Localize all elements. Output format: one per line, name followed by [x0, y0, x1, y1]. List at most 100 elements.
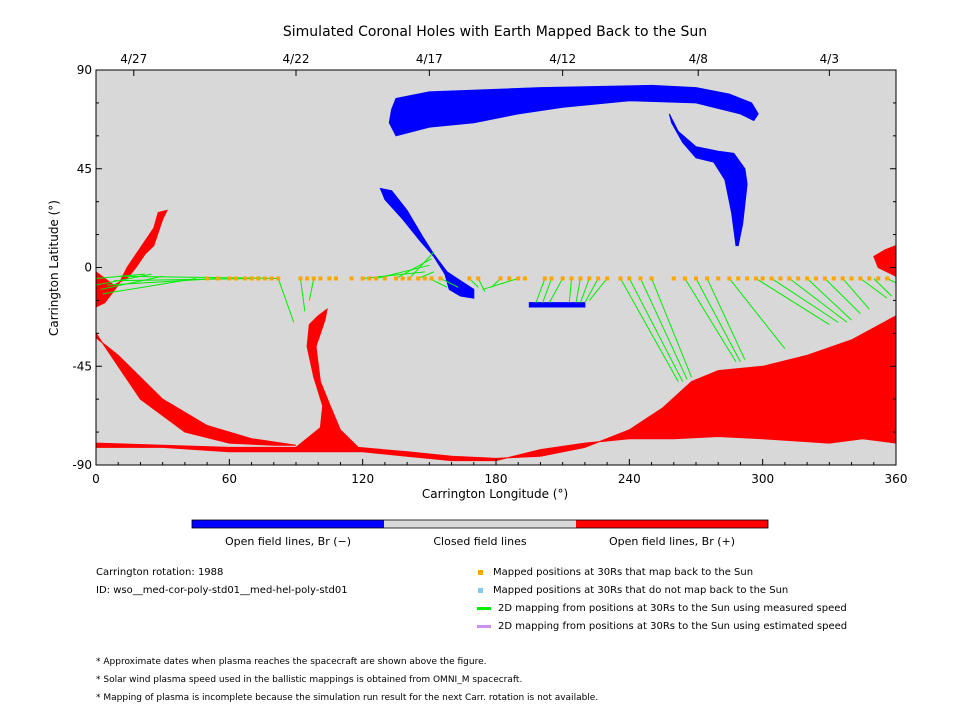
legend-label: 2D mapping from positions at 30Rs to the… [498, 603, 847, 614]
mapped-point-orange [407, 276, 412, 281]
legend-item: Mapped positions at 30Rs that map back t… [477, 567, 753, 578]
mapped-point-orange [305, 276, 310, 281]
mapping-line-measured [684, 278, 737, 363]
mapped-point-orange [318, 276, 323, 281]
top-date-label: 4/8 [689, 52, 708, 66]
mapping-line-measured [575, 278, 581, 303]
x-axis-label: Carrington Longitude (°) [422, 487, 568, 501]
mapping-line-measured [542, 278, 553, 303]
legend-swatch [478, 588, 483, 593]
top-date-label: 4/17 [416, 52, 443, 66]
mapping-line-measured [482, 277, 519, 290]
mapped-point-orange [242, 276, 247, 281]
mapped-point-orange [671, 276, 676, 281]
mapped-point-orange [269, 276, 274, 281]
mapping-line-measured [100, 275, 163, 290]
coronal-hole-region-0-0 [388, 84, 759, 137]
y-tick-label: 0 [84, 261, 92, 275]
x-tick-label: 300 [751, 472, 774, 486]
mapped-point-orange [578, 276, 583, 281]
top-date-label: 4/22 [283, 52, 310, 66]
mapped-point-orange [438, 276, 443, 281]
x-tick-label: 0 [92, 472, 100, 486]
colorbar-segment [384, 520, 576, 528]
colorbar-frame [191, 519, 769, 529]
legend-swatch [477, 607, 491, 610]
mapped-point-orange [542, 276, 547, 281]
mapping-line-measured [308, 278, 315, 301]
mapped-point-orange [649, 276, 654, 281]
mapped-point-orange [249, 276, 254, 281]
mapped-point-orange [382, 276, 387, 281]
mapped-point-orange [311, 276, 316, 281]
mapped-point-orange [416, 276, 421, 281]
mapped-point-orange [885, 276, 890, 281]
mapping-line-measured [695, 278, 741, 363]
coronal-hole-region-2-3 [95, 331, 297, 446]
x-tick-label: 240 [618, 472, 641, 486]
mapped-point-orange [858, 276, 863, 281]
legend-label: 2D mapping from positions at 30Rs to the… [498, 621, 848, 632]
mapped-point-orange [549, 276, 554, 281]
mapping-line-measured [418, 271, 434, 279]
y-axis-label: Carrington Latitude (°) [47, 200, 61, 336]
legend-swatch [478, 570, 483, 575]
mapping-line-measured [277, 278, 295, 323]
mapped-point-orange [618, 276, 623, 281]
mapped-point-orange [849, 276, 854, 281]
coronal-hole-region-0-2 [379, 187, 475, 299]
mapped-point-orange [349, 276, 354, 281]
legend-swatch [477, 625, 491, 628]
colorbar-label: Open field lines, Br (+) [609, 535, 735, 548]
mapping-line-measured [568, 278, 573, 303]
mapping-line-measured [375, 264, 430, 279]
mapped-point-orange [694, 276, 698, 281]
mapped-point-orange [796, 276, 801, 281]
chart-title: Simulated Coronal Holes with Earth Mappe… [283, 24, 707, 40]
mapping-line-measured [639, 278, 688, 380]
mapped-point-orange [822, 276, 827, 281]
mapping-line-measured [440, 278, 459, 288]
colorbar-segment [192, 520, 384, 528]
mapping-line-measured [620, 278, 679, 382]
top-date-label: 4/3 [820, 52, 839, 66]
note-incomplete: * Mapping of plasma is incomplete becaus… [96, 693, 599, 703]
colorbar-label: Open field lines, Br (−) [225, 535, 351, 548]
mapped-point-orange [400, 276, 405, 281]
y-tick-label: -90 [72, 458, 92, 472]
plot-area [95, 70, 897, 465]
mapping-line-measured [706, 278, 746, 360]
axes: 0 60 120 180 240 300 360 90 45 0 -45 -90 4/27 4/22 4/1… [72, 52, 907, 486]
y-tick-label: 45 [77, 162, 92, 176]
mapping-line-measured [728, 278, 786, 350]
coronal-hole-region-0-1 [668, 113, 748, 247]
mapped-point-orange [760, 276, 765, 281]
mapped-point-orange [787, 276, 792, 281]
mapping-line-measured [408, 251, 435, 279]
mapped-point-orange [754, 276, 758, 281]
legend-item: 2D mapping from positions at 30Rs to the… [477, 603, 847, 614]
legend-label: Mapped positions at 30Rs that map back t… [493, 567, 754, 578]
mapped-point-orange [374, 276, 378, 281]
mapped-point-orange [507, 276, 512, 281]
coronal-hole-region-0-3 [528, 302, 586, 308]
mapped-point-orange [422, 276, 427, 281]
mapped-point-orange [522, 276, 527, 281]
mapping-line-measured [95, 273, 152, 286]
mapped-point-orange [778, 276, 783, 281]
mapped-point-orange [467, 276, 472, 281]
mapped-point-orange [805, 276, 810, 281]
mapped-point-orange [831, 276, 836, 281]
mapped-point-orange [596, 276, 601, 281]
mapped-point-orange [705, 276, 710, 281]
mapped-point-orange [276, 276, 281, 281]
mapped-point-orange [745, 276, 750, 281]
mapping-line-measured [755, 278, 830, 325]
mapped-point-orange [814, 276, 818, 281]
note-speed: * Solar wind plasma speed used in the ba… [96, 675, 523, 685]
mapped-point-orange [769, 276, 774, 281]
mapped-point-orange [476, 276, 481, 281]
mapped-point-orange [334, 276, 338, 281]
coronal-hole-region-2-1 [95, 209, 169, 308]
